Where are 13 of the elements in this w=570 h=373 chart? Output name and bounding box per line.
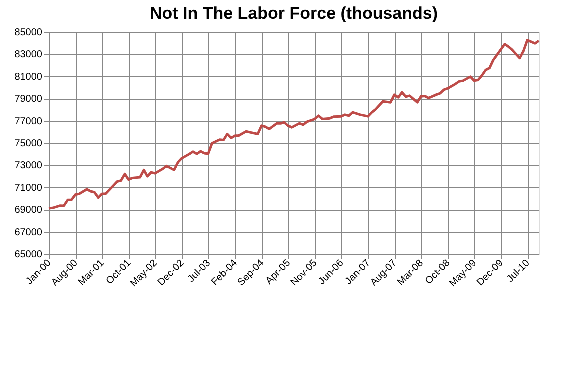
y-tick-label: 79000 bbox=[14, 94, 43, 106]
y-tick-label: 67000 bbox=[14, 227, 43, 238]
y-tick-label: 71000 bbox=[14, 182, 43, 194]
y-tick-label: 83000 bbox=[14, 50, 43, 61]
y-tick-label: 81000 bbox=[14, 72, 43, 83]
y-tick-label: 73000 bbox=[14, 160, 43, 172]
y-tick-label: 65000 bbox=[14, 250, 43, 260]
y-tick-label: 85000 bbox=[14, 28, 43, 38]
chart-title: Not In The Labor Force (thousands) bbox=[150, 4, 438, 23]
y-tick-label: 75000 bbox=[14, 138, 43, 150]
y-tick-label: 69000 bbox=[14, 205, 43, 216]
y-tick-label: 77000 bbox=[14, 116, 43, 128]
line-series bbox=[48, 39, 540, 210]
